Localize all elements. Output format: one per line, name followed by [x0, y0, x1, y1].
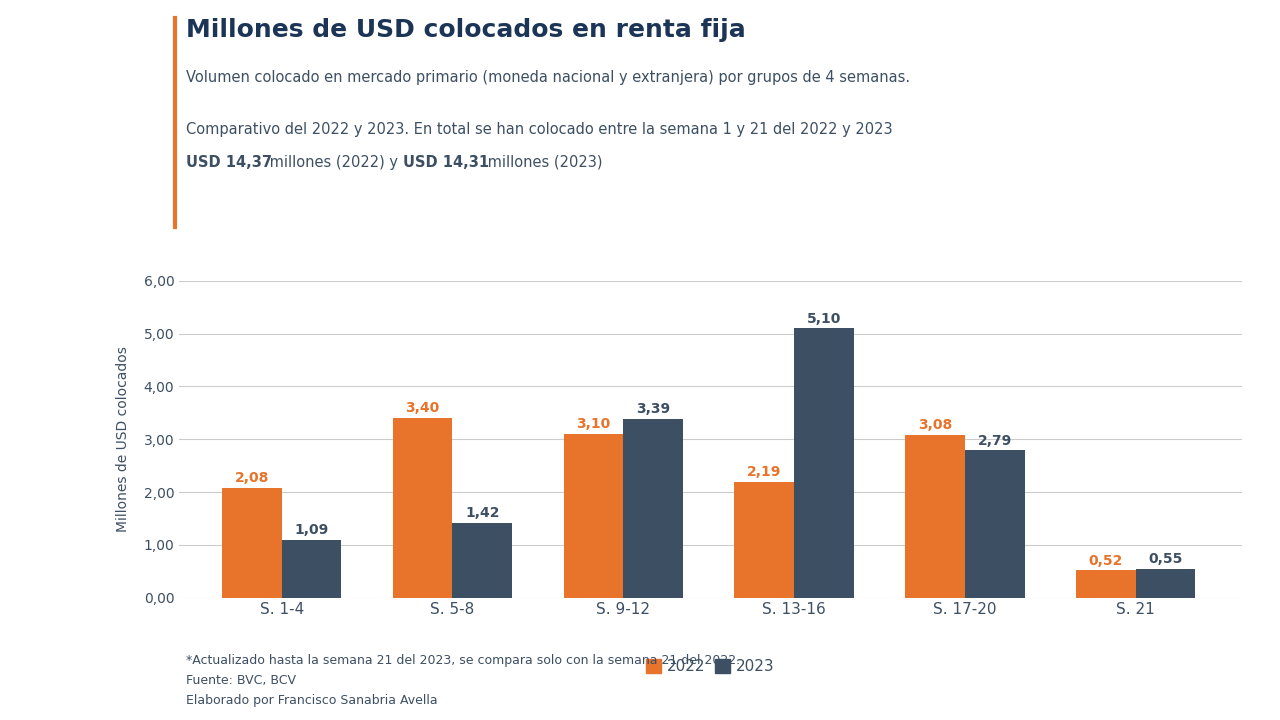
Text: USD 14,37: USD 14,37 — [186, 155, 271, 170]
Text: 1,09: 1,09 — [294, 523, 329, 537]
Text: 5,10: 5,10 — [806, 312, 841, 325]
Text: millones (2023): millones (2023) — [483, 155, 602, 170]
Legend: 2022, 2023: 2022, 2023 — [640, 653, 781, 680]
Y-axis label: Millones de USD colocados: Millones de USD colocados — [115, 346, 129, 532]
Bar — [965, 450, 1025, 598]
Bar — [735, 482, 794, 598]
Text: 1,42: 1,42 — [465, 506, 499, 520]
Text: Volumen colocado en mercado primario (moneda nacional y extranjera) por grupos d: Volumen colocado en mercado primario (mo… — [186, 70, 910, 85]
Bar — [563, 434, 623, 598]
Text: 3,08: 3,08 — [918, 418, 952, 432]
Text: Comparativo del 2022 y 2023. En total se han colocado entre la semana 1 y 21 del: Comparativo del 2022 y 2023. En total se… — [186, 122, 892, 138]
Text: Fuente: BVC, BCV: Fuente: BVC, BCV — [186, 674, 296, 687]
Bar — [282, 540, 342, 598]
Text: Millones de USD colocados en renta fija: Millones de USD colocados en renta fija — [186, 18, 745, 42]
Text: 0,52: 0,52 — [1088, 554, 1123, 567]
Text: millones (2022) y: millones (2022) y — [265, 155, 403, 170]
Text: 3,10: 3,10 — [576, 418, 611, 431]
Text: 3,40: 3,40 — [406, 402, 440, 415]
Text: 2,79: 2,79 — [978, 433, 1012, 448]
Bar — [794, 328, 854, 598]
Text: 2,08: 2,08 — [234, 471, 269, 485]
Bar — [623, 418, 684, 598]
Bar — [905, 435, 965, 598]
Text: *Actualizado hasta la semana 21 del 2023, se compara solo con la semana 21 del 2: *Actualizado hasta la semana 21 del 2023… — [186, 654, 740, 667]
Bar — [1135, 569, 1196, 598]
Text: 0,55: 0,55 — [1148, 552, 1183, 566]
Bar — [453, 523, 512, 598]
Bar — [393, 418, 453, 598]
Text: 2,19: 2,19 — [748, 465, 781, 480]
Bar — [221, 487, 282, 598]
Text: Elaborado por Francisco Sanabria Avella: Elaborado por Francisco Sanabria Avella — [186, 694, 438, 707]
Text: USD 14,31: USD 14,31 — [403, 155, 489, 170]
Bar — [1076, 570, 1135, 598]
Text: 3,39: 3,39 — [636, 402, 671, 416]
